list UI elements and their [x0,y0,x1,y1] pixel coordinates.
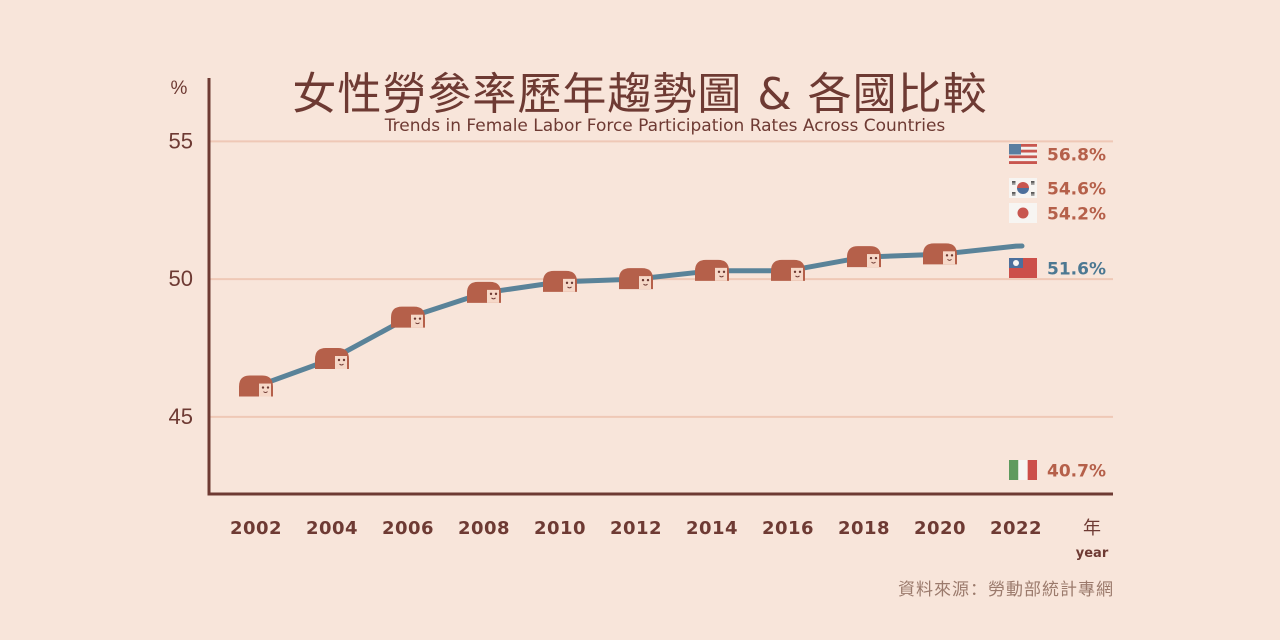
x-tick-label: 2008 [458,518,510,539]
comparison-label: 54.6% [1047,180,1106,200]
korea-flag-icon [1009,178,1037,198]
x-tick-label: 2012 [610,518,662,539]
data-point [847,246,881,268]
x-axis-label: 年 [1083,518,1101,539]
data-point [695,259,729,281]
italy-flag-icon [1009,460,1037,480]
chart-title: 女性勞參率歷年趨勢圖 & 各國比較 [292,69,988,120]
y-tick-label: 50 [169,266,193,291]
x-tick-label: 2006 [382,518,434,539]
x-tick-label: 2002 [230,518,282,539]
taiwan-flag-icon [1009,258,1037,278]
data-point [923,243,957,265]
data-point [543,270,577,292]
y-tick-label: 55 [169,128,193,153]
x-axis-label-en: year [1076,546,1109,561]
japan-flag-icon [1009,203,1037,223]
x-tick-label: 2004 [306,518,358,539]
usa-flag-icon [1009,144,1037,164]
x-tick-label: 2010 [534,518,586,539]
data-point [619,268,653,290]
x-tick-label: 2020 [914,518,966,539]
comparison-label: 56.8% [1047,146,1106,166]
data-point [239,375,273,397]
x-tick-label: 2014 [686,518,738,539]
x-tick-label: 2018 [838,518,890,539]
comparison-label: 51.6% [1047,260,1106,280]
x-tick-label: 2022 [990,518,1042,539]
data-point [315,348,349,370]
series-line [253,243,1025,390]
y-axis-label: % [171,78,188,99]
comparison-label: 54.2% [1047,205,1106,225]
data-point [771,259,805,281]
x-tick-label: 2016 [762,518,814,539]
data-point [467,281,501,303]
comparison-label: 40.7% [1047,462,1106,482]
source-note: 資料來源：勞動部統計專網 [898,580,1114,600]
chart-subtitle: Trends in Female Labor Force Participati… [384,116,946,136]
y-tick-label: 45 [169,404,193,429]
data-point [391,306,425,328]
